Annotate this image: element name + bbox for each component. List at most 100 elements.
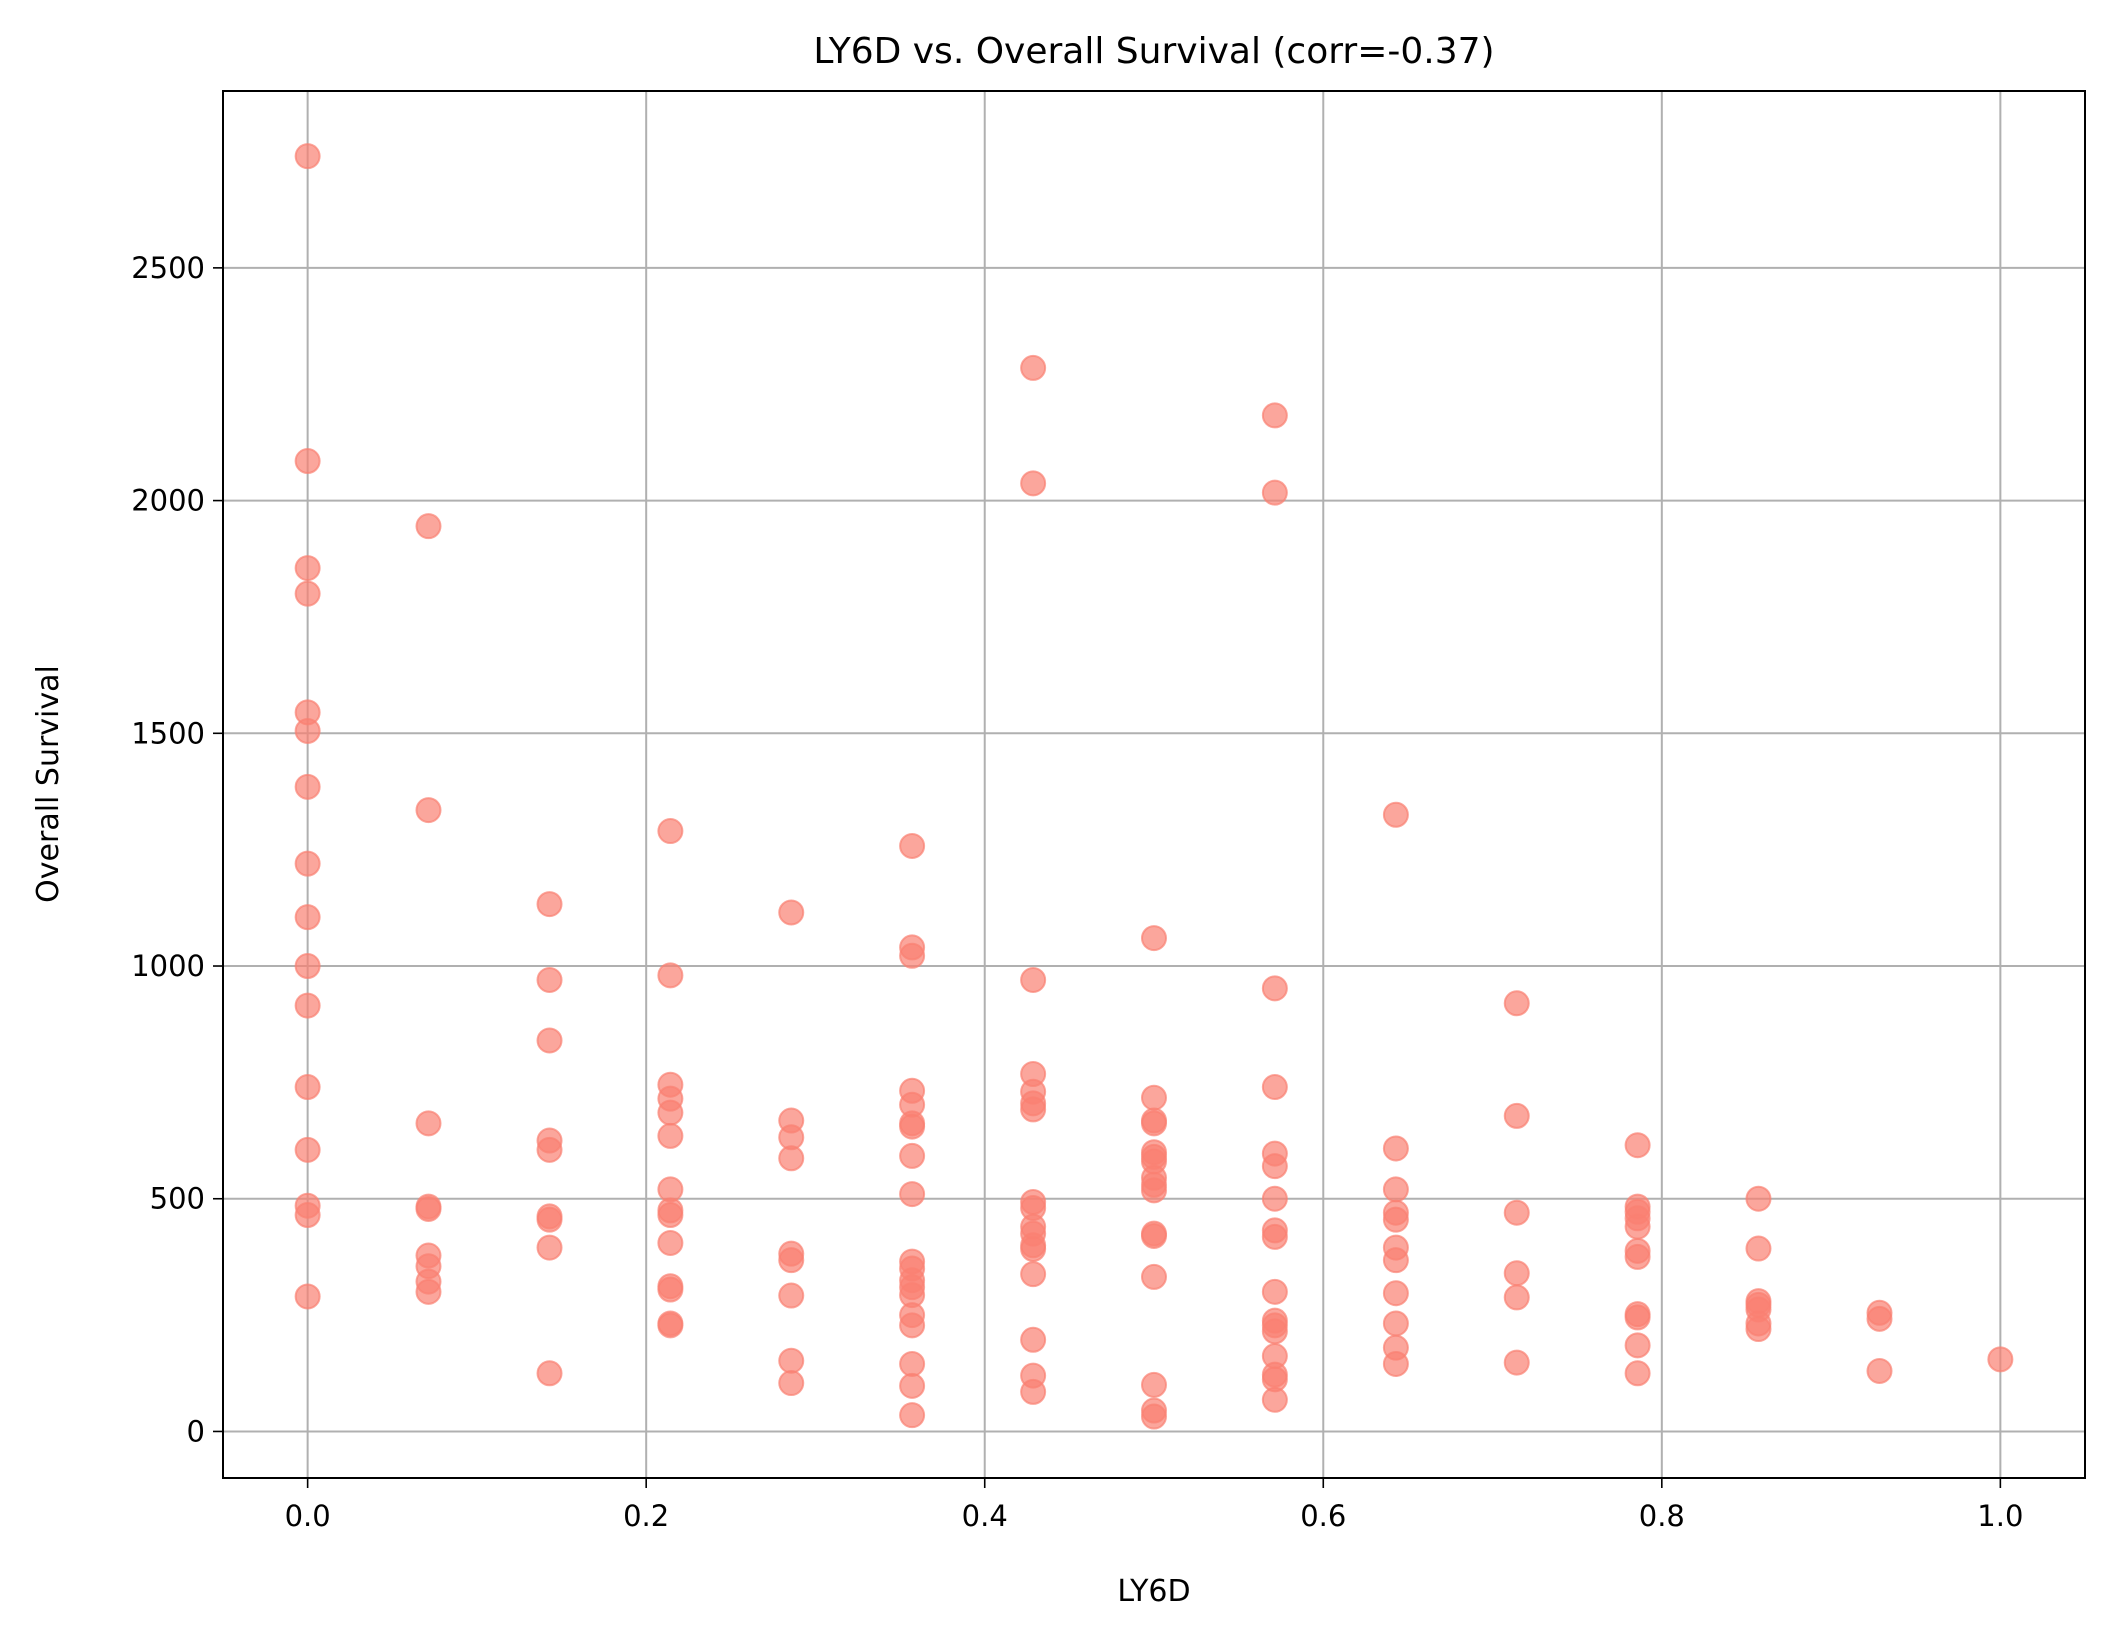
data-point — [294, 773, 321, 800]
data-point — [294, 1074, 321, 1101]
data-point — [1261, 1386, 1288, 1413]
data-point — [415, 1195, 442, 1222]
data-point — [1261, 479, 1288, 506]
data-point — [1745, 1316, 1772, 1343]
data-point — [1503, 1284, 1530, 1311]
data-point — [1382, 1176, 1409, 1203]
data-point — [294, 850, 321, 877]
data-point — [415, 1110, 442, 1137]
data-point — [1382, 1280, 1409, 1307]
data-point — [1503, 1199, 1530, 1226]
data-point — [415, 513, 442, 540]
data-point — [536, 1360, 563, 1387]
data-point — [778, 1282, 805, 1309]
y-tick-label: 2500 — [131, 251, 205, 285]
data-point — [899, 1142, 926, 1169]
data-point — [1020, 1261, 1047, 1288]
data-point — [1141, 1222, 1167, 1249]
data-point — [778, 1347, 805, 1374]
x-tick-label: 0.4 — [962, 1499, 1008, 1533]
data-point — [1503, 1102, 1530, 1129]
data-point — [1020, 354, 1047, 381]
x-tick-label: 0.2 — [623, 1499, 669, 1533]
data-point — [899, 1372, 926, 1399]
data-point — [1624, 1304, 1651, 1331]
data-point — [1382, 801, 1409, 828]
data-point — [1261, 1278, 1288, 1305]
data-point — [1624, 1243, 1651, 1270]
data-point — [294, 717, 321, 744]
x-tick-label: 1.0 — [1977, 1499, 2023, 1533]
data-point — [294, 143, 321, 170]
data-point — [657, 1229, 684, 1256]
data-point — [294, 580, 321, 607]
data-point — [1382, 1350, 1409, 1377]
data-point — [1261, 1185, 1288, 1212]
data-point — [1141, 1177, 1167, 1204]
data-point — [778, 1370, 805, 1397]
data-point — [1020, 470, 1047, 497]
data-point — [1745, 1235, 1772, 1262]
data-point — [1141, 1263, 1167, 1290]
data-point — [1261, 402, 1288, 429]
x-tick-label: 0.8 — [1639, 1499, 1685, 1533]
data-point — [415, 797, 442, 824]
data-points — [294, 143, 2014, 1430]
y-tick-label: 0 — [187, 1414, 205, 1448]
data-point — [657, 1099, 684, 1126]
data-point — [294, 992, 321, 1019]
data-point — [899, 1312, 926, 1339]
data-point — [899, 1402, 926, 1429]
data-point — [1020, 1378, 1047, 1405]
data-point — [1261, 1318, 1288, 1345]
grid — [223, 91, 2085, 1478]
data-point — [294, 904, 321, 931]
data-point — [657, 962, 684, 989]
data-point — [778, 1145, 805, 1172]
data-point — [1382, 1206, 1409, 1233]
y-tick-label: 1000 — [131, 949, 205, 983]
data-point — [899, 1113, 926, 1140]
data-point — [899, 942, 926, 969]
data-point — [1020, 1236, 1047, 1263]
data-point — [778, 899, 805, 926]
data-point — [1141, 1371, 1167, 1398]
data-point — [1866, 1357, 1893, 1384]
data-point — [1141, 925, 1167, 952]
data-point — [1624, 1360, 1651, 1387]
data-point — [1141, 1403, 1167, 1430]
data-point — [1020, 1096, 1047, 1123]
data-point — [1261, 1223, 1288, 1250]
data-point — [1745, 1185, 1772, 1212]
data-point — [294, 1283, 321, 1310]
data-point — [415, 1278, 442, 1305]
y-tick-label: 2000 — [131, 484, 205, 518]
x-tick-label: 0.6 — [1300, 1499, 1346, 1533]
data-point — [899, 1350, 926, 1377]
data-point — [1261, 1153, 1288, 1180]
data-point — [294, 1202, 321, 1229]
axis-ticks: 0.0 0.2 0.4 0.6 0.8 1.0 0 500 1000 1500 2000 2500 — [131, 251, 2023, 1533]
data-point — [1503, 990, 1530, 1017]
data-point — [536, 966, 563, 993]
data-point — [1141, 1110, 1167, 1137]
data-point — [899, 832, 926, 859]
data-point — [1261, 975, 1288, 1002]
data-point — [899, 1181, 926, 1208]
data-point — [1503, 1260, 1530, 1287]
data-point — [1382, 1247, 1409, 1274]
data-point — [657, 1202, 684, 1229]
x-axis-label: LY6D — [1117, 1574, 1190, 1609]
data-point — [778, 1247, 805, 1274]
data-point — [536, 1136, 563, 1163]
plot-frame — [222, 90, 2086, 1479]
data-point — [1141, 1084, 1167, 1111]
data-point — [1624, 1132, 1651, 1159]
data-point — [1020, 1326, 1047, 1353]
y-tick-label: 500 — [150, 1182, 205, 1216]
x-tick-label: 0.0 — [285, 1499, 331, 1533]
data-point — [1866, 1305, 1893, 1332]
data-point — [657, 1276, 684, 1303]
